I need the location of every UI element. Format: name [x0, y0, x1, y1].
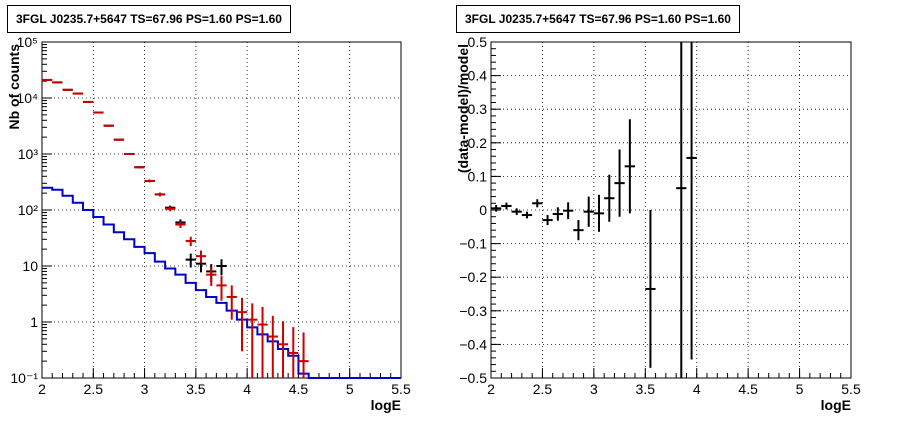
- y-tick-label: 0.2: [468, 135, 488, 151]
- x-tick-label: 4.5: [289, 381, 309, 397]
- x-tick-label: 3: [590, 381, 598, 397]
- residual-point: [521, 211, 533, 219]
- residual-point: [645, 210, 656, 368]
- residual-point: [686, 42, 697, 360]
- y-tick-label: 10³: [18, 146, 39, 162]
- y-axis-label: Nb of counts: [6, 44, 22, 130]
- x-tick-label: 2: [38, 381, 46, 397]
- data-red-point: [113, 138, 125, 141]
- residual-point: [491, 204, 502, 212]
- x-tick-label: 3: [141, 381, 149, 397]
- data-red-point: [298, 332, 309, 378]
- x-tick-label: 5.5: [391, 381, 411, 397]
- counts-panel: 2 2.5 3 3.5 4 4.5 5 5.5 10⁻¹ 1 10 10² 10³ 10⁴ 10⁵ logE N…: [6, 34, 411, 413]
- y-tick-label: −0.2: [459, 269, 487, 285]
- y-tick-label: 0: [479, 202, 487, 218]
- y-tick-label: 10⁴: [16, 90, 38, 106]
- data-red-point: [195, 250, 207, 264]
- plot-area: [42, 42, 401, 378]
- y-tick-label: 0.5: [468, 34, 488, 50]
- y-tick-label: 10²: [18, 202, 39, 218]
- y-tick-label: 0.3: [468, 101, 488, 117]
- data-red-point: [154, 192, 166, 197]
- x-tick-label: 4: [243, 381, 251, 397]
- x-tick-label: 2.5: [84, 381, 104, 397]
- residual-point: [624, 119, 635, 214]
- y-tick-label: 0.1: [468, 168, 488, 184]
- data-black-point: [216, 259, 227, 276]
- x-tick-label: 2.5: [533, 381, 553, 397]
- data-red-point: [175, 221, 186, 229]
- counts-chart-title: 3FGL J0235.7+5647 TS=67.96 PS=1.60 PS=1.…: [7, 5, 291, 33]
- y-tick-label: 1: [30, 314, 38, 330]
- data-red-point: [103, 124, 114, 127]
- data-red-point: [257, 307, 268, 378]
- y-tick-label: −0.5: [459, 370, 487, 386]
- data-red-point: [93, 111, 104, 114]
- x-tick-label: 3.5: [636, 381, 656, 397]
- y-tick-label: 10: [22, 258, 38, 274]
- residual-point: [542, 215, 553, 226]
- data-red-point: [185, 236, 196, 247]
- x-tick-label: 5.5: [841, 381, 861, 397]
- residuals-chart-title: 3FGL J0235.7+5647 TS=67.96 PS=1.60 PS=1.…: [456, 5, 740, 33]
- residual-point: [563, 202, 574, 220]
- data-red-point: [216, 276, 227, 301]
- y-tick-label: 10⁻¹: [10, 370, 38, 386]
- y-tick-label: 0.4: [468, 68, 488, 84]
- y-axis-label: (data-model)/model: [455, 44, 471, 173]
- residual-point: [501, 202, 512, 210]
- residual-point: [583, 196, 594, 227]
- data-red-point: [226, 285, 237, 320]
- x-axis-label: logE: [821, 397, 851, 413]
- residual-point: [573, 220, 584, 241]
- data-red-point: [206, 266, 217, 286]
- y-tick-label: −0.1: [459, 236, 487, 252]
- data-red-point: [288, 327, 299, 378]
- residuals-panel: 2 2.5 3 3.5 4 4.5 5 5.5 −0.5 −0.4 −0.3 −0.2 −0.1 0 0.1…: [455, 34, 861, 413]
- data-red-point: [144, 179, 155, 183]
- residual-point: [676, 42, 687, 378]
- y-tick-label: −0.3: [459, 303, 487, 319]
- x-tick-label: 5: [796, 381, 804, 397]
- x-tick-label: 2: [487, 381, 495, 397]
- residual-point: [614, 149, 625, 217]
- data-red-point: [134, 166, 145, 169]
- y-tick-label: −0.4: [459, 336, 487, 352]
- model-histogram: [42, 186, 401, 379]
- x-tick-label: 3.5: [186, 381, 206, 397]
- x-tick-label: 4.5: [738, 381, 758, 397]
- data-red-point: [124, 153, 135, 155]
- x-tick-label: 5: [346, 381, 354, 397]
- data-red-point: [83, 100, 94, 103]
- data-red-point: [236, 297, 248, 352]
- data-red-point: [247, 303, 258, 378]
- x-tick-label: 4: [693, 381, 701, 397]
- data-red-point: [267, 315, 278, 378]
- data-black-point: [185, 253, 196, 268]
- residual-point: [532, 199, 543, 208]
- y-tick-label: 10⁵: [17, 34, 38, 50]
- data-red-point: [277, 321, 289, 378]
- residual-point: [593, 194, 605, 232]
- residual-point: [511, 208, 522, 216]
- x-axis-label: logE: [371, 397, 401, 413]
- residual-point: [552, 207, 563, 221]
- residual-point: [604, 174, 615, 222]
- data-red-point: [165, 206, 176, 212]
